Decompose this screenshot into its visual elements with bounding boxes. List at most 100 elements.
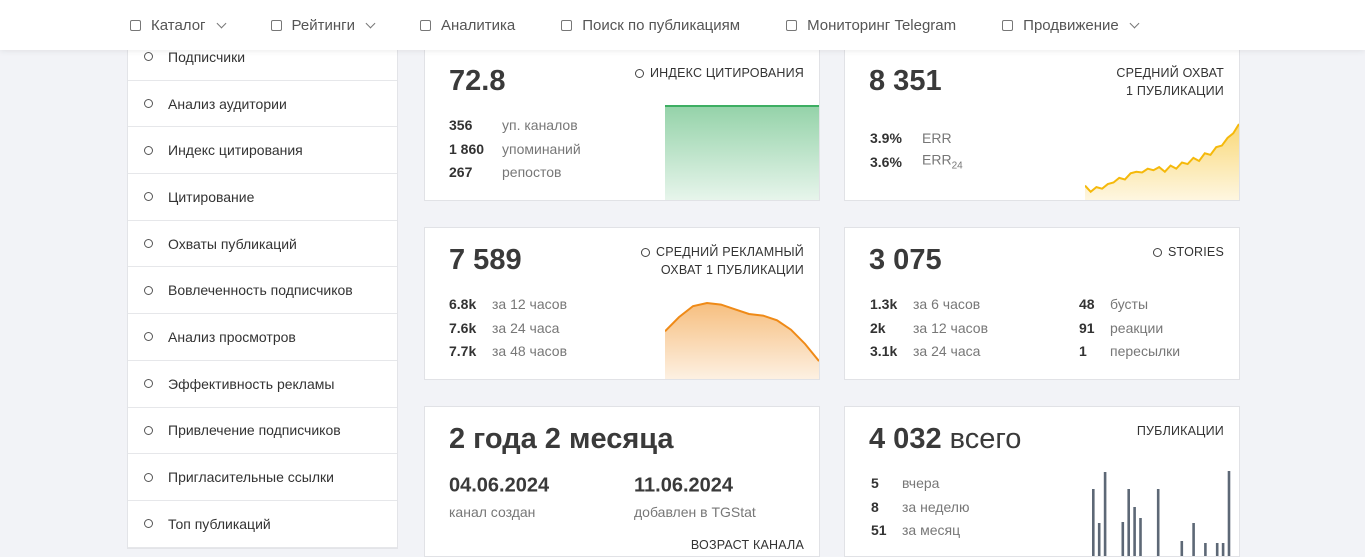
nav-icon bbox=[561, 19, 573, 31]
nav-icon bbox=[419, 19, 431, 31]
nav-item[interactable]: Продвижение bbox=[1002, 16, 1140, 34]
stories-card: 3 075 STORIES 1.3k за 6 часов 2k за 12 часо… bbox=[844, 227, 1240, 380]
stat-text: пересылки bbox=[1110, 343, 1181, 359]
sidebar-item[interactable]: Подписчики bbox=[128, 34, 397, 81]
top-nav: Каталог Рейтинги Аналитика Поиск по публика… bbox=[0, 0, 1365, 50]
sidebar-label: Вовлеченность подписчиков bbox=[168, 282, 353, 299]
nav-item[interactable]: Поиск по публикациям bbox=[561, 17, 740, 34]
card-label: ВОЗРАСТ КАНАЛА bbox=[690, 538, 804, 552]
ad-reach-card: 7 589 СРЕДНИЙ РЕКЛАМНЫЙ ОХВАТ 1 ПУБЛИКАЦИ… bbox=[424, 227, 820, 380]
date-caption: канал создан bbox=[449, 504, 536, 520]
sidebar-label: Анализ просмотров bbox=[168, 328, 296, 345]
sidebar-label: Топ публикаций bbox=[168, 515, 271, 532]
card-value: 2 года 2 месяца bbox=[449, 423, 674, 455]
bar bbox=[1221, 543, 1225, 556]
label-text: СРЕДНИЙ РЕКЛАМНЫЙ bbox=[655, 245, 804, 259]
sidebar-label: Пригласительные ссылки bbox=[168, 469, 334, 486]
card-label: СРЕДНИЙ РЕКЛАМНЫЙ ОХВАТ 1 ПУБЛИКАЦИИ bbox=[640, 243, 804, 279]
label-line: СРЕДНИЙ РЕКЛАМНЫЙ bbox=[640, 243, 804, 261]
sidebar-icon bbox=[144, 519, 153, 529]
sparkline bbox=[1085, 123, 1239, 200]
nav-icon bbox=[786, 19, 798, 31]
sidebar-label: Эффективность рекламы bbox=[168, 375, 335, 392]
sidebar-item[interactable]: Индекс цитирования bbox=[128, 127, 397, 175]
label-text: ИНДЕКС ЦИТИРОВАНИЯ bbox=[650, 66, 804, 80]
bar bbox=[1097, 523, 1101, 556]
sparkline-area bbox=[665, 303, 819, 379]
label-text: STORIES bbox=[1167, 245, 1224, 259]
sidebar-item[interactable]: Топ публикаций bbox=[128, 501, 397, 548]
nav-label: Продвижение bbox=[1023, 16, 1119, 34]
stat-text: за 24 часа bbox=[913, 343, 981, 359]
sidebar-item[interactable]: Пригласительные ссылки bbox=[128, 454, 397, 501]
dropdown-chevron bbox=[365, 18, 376, 28]
card-label: СРЕДНИЙ ОХВАТ 1 ПУБЛИКАЦИИ bbox=[1116, 64, 1224, 100]
sparkline-line bbox=[1085, 123, 1239, 194]
sidebar-item[interactable]: Охваты публикаций bbox=[128, 221, 397, 268]
nav-label: Мониторинг Telegram bbox=[807, 16, 957, 34]
bar bbox=[1103, 472, 1107, 556]
nav-item[interactable]: Каталог bbox=[130, 16, 226, 34]
sidebar-item[interactable]: Анализ просмотров bbox=[128, 314, 397, 361]
sidebar-icon bbox=[144, 145, 153, 155]
sidebar-icon bbox=[144, 239, 153, 249]
sidebar-icon bbox=[144, 425, 153, 435]
sidebar-item[interactable]: Вовлеченность подписчиков bbox=[128, 267, 397, 315]
stat-text: ERR bbox=[922, 130, 952, 146]
sidebar-label: Индекс цитирования bbox=[168, 142, 303, 159]
stat-text: за месяц bbox=[902, 522, 961, 538]
sidebar-item[interactable]: Эффективность рекламы bbox=[128, 361, 397, 408]
stat-number: 5 bbox=[871, 475, 879, 491]
stat-text: репостов bbox=[502, 164, 562, 180]
sparkline-line bbox=[665, 301, 819, 362]
nav-item[interactable]: Аналитика bbox=[419, 17, 515, 34]
sidebar-icon bbox=[144, 379, 153, 389]
date: 04.06.2024 bbox=[449, 474, 550, 497]
card-value: 7 589 bbox=[449, 244, 522, 276]
sidebar-item[interactable]: Цитирование bbox=[128, 174, 397, 221]
stat-text: уп. каналов bbox=[502, 117, 578, 133]
nav-label: Каталог bbox=[151, 16, 206, 34]
bar bbox=[1092, 489, 1095, 556]
nav-icon bbox=[1002, 19, 1014, 31]
stat-number: 267 bbox=[449, 164, 473, 180]
stat-text: за 12 часов bbox=[913, 319, 989, 336]
dropdown-chevron bbox=[216, 18, 226, 28]
sidebar-label: Охваты публикаций bbox=[168, 235, 297, 252]
sidebar-item[interactable]: Анализ аудитории bbox=[128, 81, 397, 128]
bar bbox=[1215, 543, 1219, 556]
bar bbox=[1127, 489, 1130, 556]
nav-label: Поиск по публикациям bbox=[582, 16, 741, 34]
card-label: ИНДЕКС ЦИТИРОВАНИЯ bbox=[635, 64, 804, 82]
stat-number: 91 bbox=[1079, 319, 1095, 336]
card-value: 3 075 bbox=[869, 244, 942, 276]
card-label: ПУБЛИКАЦИИ bbox=[1136, 424, 1224, 438]
sparkline bbox=[665, 301, 819, 379]
value-unit: всего bbox=[949, 423, 1022, 455]
bar bbox=[1156, 489, 1160, 556]
bar bbox=[1139, 518, 1142, 556]
label-line: 1 ПУБЛИКАЦИИ bbox=[1126, 84, 1224, 98]
nav-label: Рейтинги bbox=[291, 16, 355, 34]
value-number: 4 032 bbox=[869, 423, 942, 455]
stat-number: 7.6k bbox=[449, 319, 477, 336]
sparkline-area bbox=[665, 106, 819, 200]
label-line: ОХВАТ 1 ПУБЛИКАЦИИ bbox=[660, 263, 804, 277]
stat-number: 6.8k bbox=[449, 296, 477, 312]
stat-number: 2k bbox=[870, 319, 886, 336]
nav-item[interactable]: Рейтинги bbox=[270, 16, 376, 34]
sidebar-icon bbox=[144, 332, 153, 342]
nav-item[interactable]: Мониторинг Telegram bbox=[786, 17, 956, 34]
date: 11.06.2024 bbox=[634, 474, 733, 497]
stat-number: 7.7k bbox=[449, 343, 477, 359]
stat-number: 3.1k bbox=[870, 343, 898, 359]
sidebar-item[interactable]: Привлечение подписчиков bbox=[128, 408, 397, 455]
age-card: 2 года 2 месяца ВОЗРАСТ КАНАЛА 04.06.202… bbox=[424, 406, 820, 557]
stat-text: за 24 часа bbox=[492, 319, 560, 336]
stat-number: 3.9% bbox=[870, 130, 902, 146]
stat-number: 8 bbox=[871, 498, 879, 515]
stat-text: за 48 часов bbox=[492, 343, 568, 359]
stat-text: упоминаний bbox=[502, 140, 581, 157]
